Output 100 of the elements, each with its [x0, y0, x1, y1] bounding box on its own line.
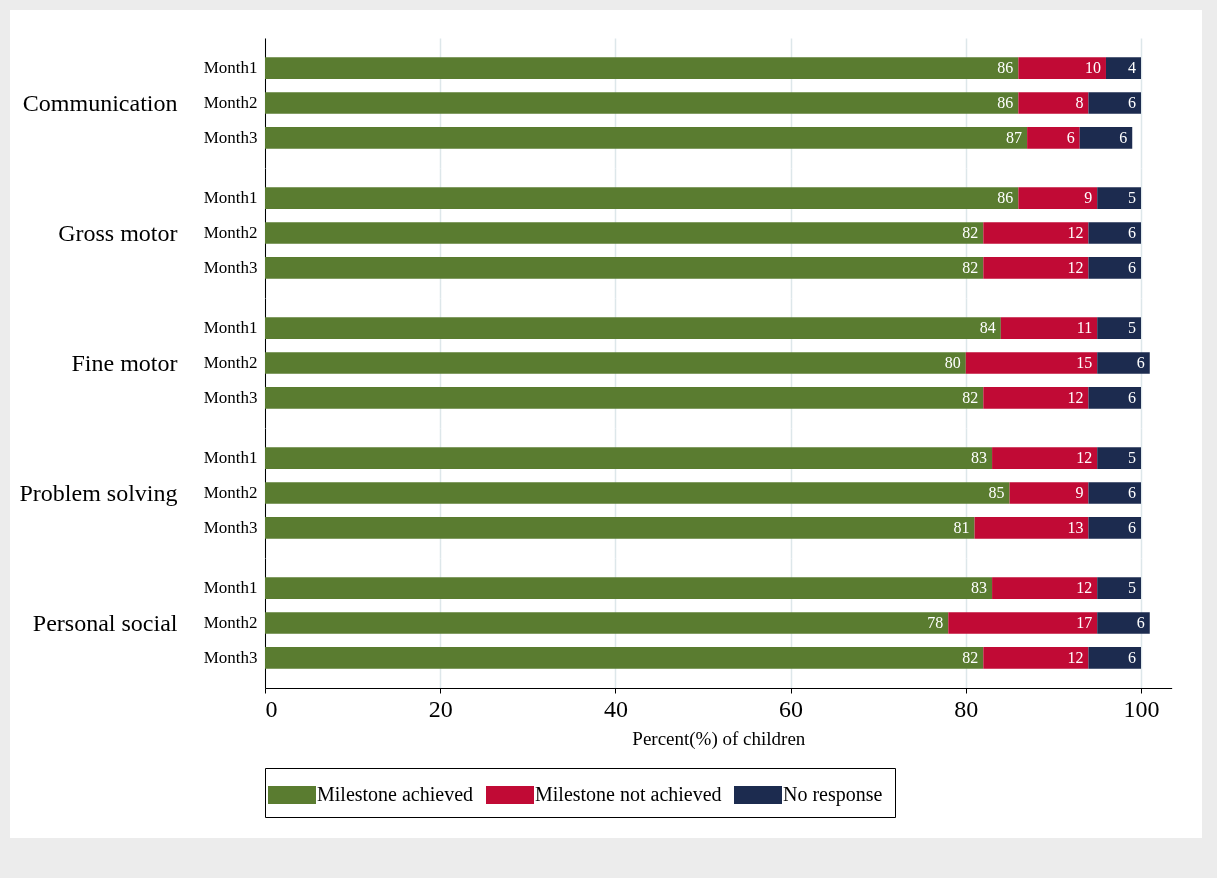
- data-label: 84: [979, 319, 996, 337]
- data-label: 6: [1128, 224, 1136, 241]
- bar: [265, 57, 1019, 79]
- x-tick-label: 0: [265, 695, 278, 722]
- x-tick-label: 20: [428, 695, 453, 722]
- bar: [1088, 482, 1141, 504]
- data-label: 6: [1128, 94, 1136, 111]
- bar: [1097, 352, 1150, 374]
- data-label: 6: [1136, 614, 1145, 631]
- bar: [1097, 187, 1141, 209]
- bar: [1097, 447, 1141, 469]
- bar: [265, 317, 1001, 339]
- data-label: 13: [1067, 518, 1084, 536]
- bar: [1105, 57, 1141, 79]
- bar: [265, 647, 984, 669]
- data-label: 5: [1128, 449, 1136, 467]
- data-label: 5: [1128, 319, 1136, 337]
- bar: [265, 612, 949, 634]
- bar: [265, 447, 993, 469]
- y-tick-label: Month1: [203, 58, 258, 78]
- data-label: 83: [971, 449, 988, 467]
- bar: [1097, 577, 1141, 599]
- data-label: 9: [1075, 484, 1084, 501]
- bar: [1088, 92, 1141, 114]
- y-axis-title: Personal social: [32, 609, 178, 636]
- y-tick-label: Month2: [203, 93, 258, 112]
- data-label: 83: [971, 579, 988, 597]
- bar: [265, 222, 984, 244]
- data-label: 80: [944, 354, 961, 371]
- bar: [1018, 92, 1089, 114]
- bar: [1088, 257, 1141, 279]
- y-tick-label: Month3: [203, 127, 258, 147]
- data-label: 82: [962, 388, 979, 406]
- bar: [265, 482, 1010, 504]
- data-label: 12: [1076, 579, 1093, 597]
- data-label: 12: [1067, 224, 1084, 241]
- legend-label: No response: [783, 783, 883, 806]
- data-label: 86: [997, 189, 1014, 207]
- y-tick-label: Month2: [203, 613, 258, 632]
- y-axis-title: Communication: [22, 89, 178, 116]
- y-axis-title: Fine motor: [71, 349, 178, 376]
- bar: [992, 447, 1098, 469]
- data-label: 5: [1128, 189, 1136, 207]
- data-label: 12: [1076, 449, 1093, 467]
- bar: [265, 92, 1019, 114]
- bar: [265, 577, 993, 599]
- bar: [992, 577, 1098, 599]
- data-label: 82: [962, 258, 979, 276]
- data-label: 12: [1067, 388, 1084, 406]
- y-tick-label: Month2: [203, 483, 258, 502]
- y-tick-label: Month1: [203, 448, 258, 468]
- bar: [983, 647, 1089, 669]
- data-label: 85: [988, 484, 1005, 501]
- y-tick-label: Month2: [203, 223, 258, 242]
- bar: [1000, 317, 1098, 339]
- bar: [265, 387, 984, 409]
- data-label: 5: [1128, 579, 1136, 597]
- data-label: 10: [1084, 59, 1101, 77]
- bar: [974, 517, 1089, 539]
- y-tick-label: Month3: [203, 387, 258, 407]
- y-tick-label: Month1: [203, 578, 258, 598]
- y-tick-label: Month1: [203, 188, 258, 208]
- data-label: 78: [927, 614, 944, 631]
- data-label: 87: [1006, 128, 1023, 146]
- data-label: 11: [1076, 319, 1093, 337]
- data-label: 9: [1084, 189, 1093, 207]
- data-label: 8: [1075, 94, 1084, 111]
- legend-label: Milestone not achieved: [535, 783, 722, 805]
- bar: [265, 127, 1028, 149]
- data-label: 6: [1119, 128, 1128, 146]
- bar: [983, 257, 1089, 279]
- bar: [1079, 127, 1133, 149]
- data-label: 12: [1067, 258, 1084, 276]
- data-label: 15: [1076, 354, 1093, 371]
- data-label: 6: [1136, 354, 1145, 371]
- bar: [265, 187, 1019, 209]
- data-label: 6: [1128, 484, 1136, 501]
- y-tick-label: Month3: [203, 517, 258, 537]
- data-label: 17: [1076, 614, 1093, 631]
- bar: [265, 352, 966, 374]
- data-label: 86: [997, 94, 1014, 111]
- x-tick-label: 40: [603, 695, 628, 722]
- data-label: 4: [1128, 59, 1136, 77]
- bar: [265, 517, 975, 539]
- data-label: 86: [997, 59, 1014, 77]
- y-tick-label: Month3: [203, 257, 258, 277]
- data-label: 6: [1128, 648, 1136, 666]
- bar: [948, 612, 1098, 634]
- bar: [965, 352, 1098, 374]
- data-label: 82: [962, 648, 979, 666]
- data-label: 82: [962, 224, 979, 241]
- data-label: 6: [1128, 258, 1136, 276]
- legend-label: Milestone achieved: [317, 783, 474, 805]
- bar: [1018, 187, 1098, 209]
- data-label: 6: [1128, 388, 1136, 406]
- bar: [1018, 57, 1106, 79]
- x-tick-label: 60: [779, 695, 804, 722]
- bar: [265, 257, 984, 279]
- data-label: 12: [1067, 648, 1084, 666]
- x-tick-label: 80: [954, 695, 979, 722]
